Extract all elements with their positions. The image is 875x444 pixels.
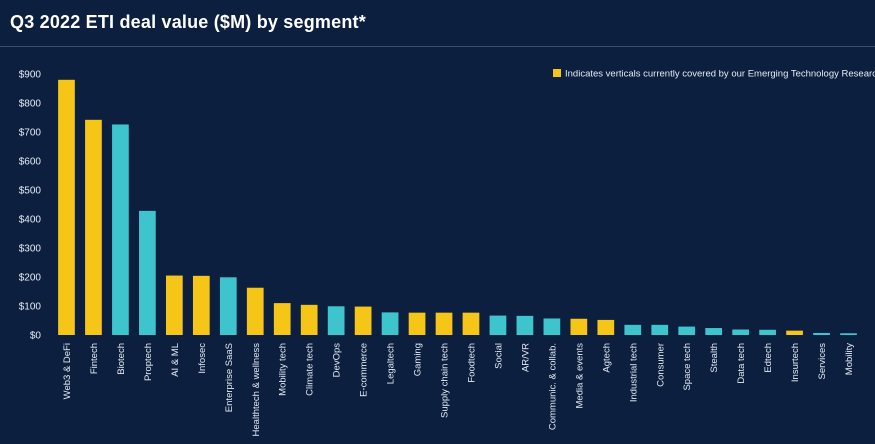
x-tick-label: Space tech: [682, 343, 693, 391]
bar: [165, 275, 183, 335]
x-tick-label: Fintech: [89, 343, 100, 374]
x-tick-label: Edtech: [763, 343, 774, 373]
legend-label: Indicates verticals currently covered by…: [565, 69, 875, 80]
x-tick-label: Insurtech: [790, 343, 801, 382]
bar: [381, 312, 399, 335]
bar: [732, 329, 750, 335]
legend: Indicates verticals currently covered by…: [553, 69, 875, 80]
bar: [192, 275, 210, 335]
y-tick-label: $100: [19, 302, 42, 313]
x-tick-label: Social: [493, 343, 504, 369]
bar: [219, 277, 237, 335]
x-tick-label: Healthtech & wellness: [251, 343, 262, 437]
bar: [462, 312, 480, 335]
bar: [570, 318, 588, 335]
x-tick-label: Infosec: [197, 343, 208, 374]
bar: [516, 315, 534, 335]
y-tick-label: $500: [19, 186, 42, 197]
bar-chart: $0 $100 $200 $300 $400 $500 $600 $700 $800 $900 W…: [19, 69, 875, 437]
bar: [273, 303, 291, 335]
x-tick-label: Biotech: [116, 343, 127, 375]
bar: [624, 324, 642, 335]
bar: [408, 312, 426, 335]
x-tick-label: Data tech: [736, 343, 747, 384]
bar: [489, 315, 507, 335]
y-tick-label: $400: [19, 215, 42, 226]
y-tick-label: $700: [19, 128, 42, 139]
bar: [813, 332, 830, 335]
bar: [678, 326, 696, 335]
y-tick-label: $300: [19, 244, 42, 255]
x-tick-label: Industrial tech: [628, 343, 639, 402]
bar: [85, 119, 102, 335]
x-tick-label: Media & events: [574, 343, 585, 409]
bar: [543, 318, 561, 335]
x-tick-label: Stealth: [709, 343, 720, 373]
bar: [435, 312, 453, 335]
chart-title: Q3 2022 ETI deal value ($M) by segment*: [10, 12, 366, 32]
y-tick-label: $200: [19, 273, 42, 284]
y-tick-label: $800: [19, 99, 42, 110]
x-tick-label: Agtech: [601, 343, 612, 373]
x-axis-labels: Web3 & DeFi Fintech Biotech Proptech AI & ML…: [62, 343, 855, 437]
x-tick-label: Communic. & collab.: [547, 343, 558, 430]
x-tick-label: AI & ML: [170, 343, 181, 377]
x-tick-label: E-commerce: [359, 343, 370, 397]
x-tick-label: Enterprise SaaS: [224, 343, 235, 412]
x-tick-label: Supply chain tech: [440, 343, 451, 418]
x-tick-label: Gaming: [413, 343, 424, 376]
bar: [786, 330, 803, 335]
bar: [354, 306, 372, 335]
x-tick-label: Web3 & DeFi: [62, 343, 73, 399]
chart-header: Q3 2022 ETI deal value ($M) by segment*: [0, 0, 875, 47]
x-tick-label: AR/VR: [520, 343, 531, 372]
x-tick-label: Legaltech: [386, 343, 397, 384]
x-tick-label: Consumer: [655, 343, 666, 387]
x-tick-label: Foodtech: [466, 343, 477, 383]
bar: [300, 304, 318, 335]
x-tick-label: Climate tech: [305, 343, 316, 396]
x-tick-label: Proptech: [143, 343, 154, 381]
x-tick-label: Services: [817, 343, 828, 380]
y-tick-label: $900: [19, 70, 42, 81]
bars: [58, 79, 857, 336]
bar: [246, 287, 264, 335]
legend-swatch: [553, 69, 561, 77]
bar: [58, 79, 75, 335]
bar: [327, 306, 345, 335]
x-tick-label: Mobility: [844, 343, 855, 375]
bar: [597, 319, 615, 335]
bar: [705, 328, 723, 335]
bar: [112, 124, 129, 336]
bar: [651, 324, 669, 335]
bar: [759, 329, 776, 335]
x-tick-label: DevOps: [332, 343, 343, 378]
bar: [139, 210, 156, 335]
bar: [840, 333, 857, 335]
y-axis: $0 $100 $200 $300 $400 $500 $600 $700 $800 $900: [19, 70, 42, 342]
y-tick-label: $0: [30, 331, 42, 342]
x-tick-label: Mobility tech: [278, 343, 289, 396]
y-tick-label: $600: [19, 157, 42, 168]
